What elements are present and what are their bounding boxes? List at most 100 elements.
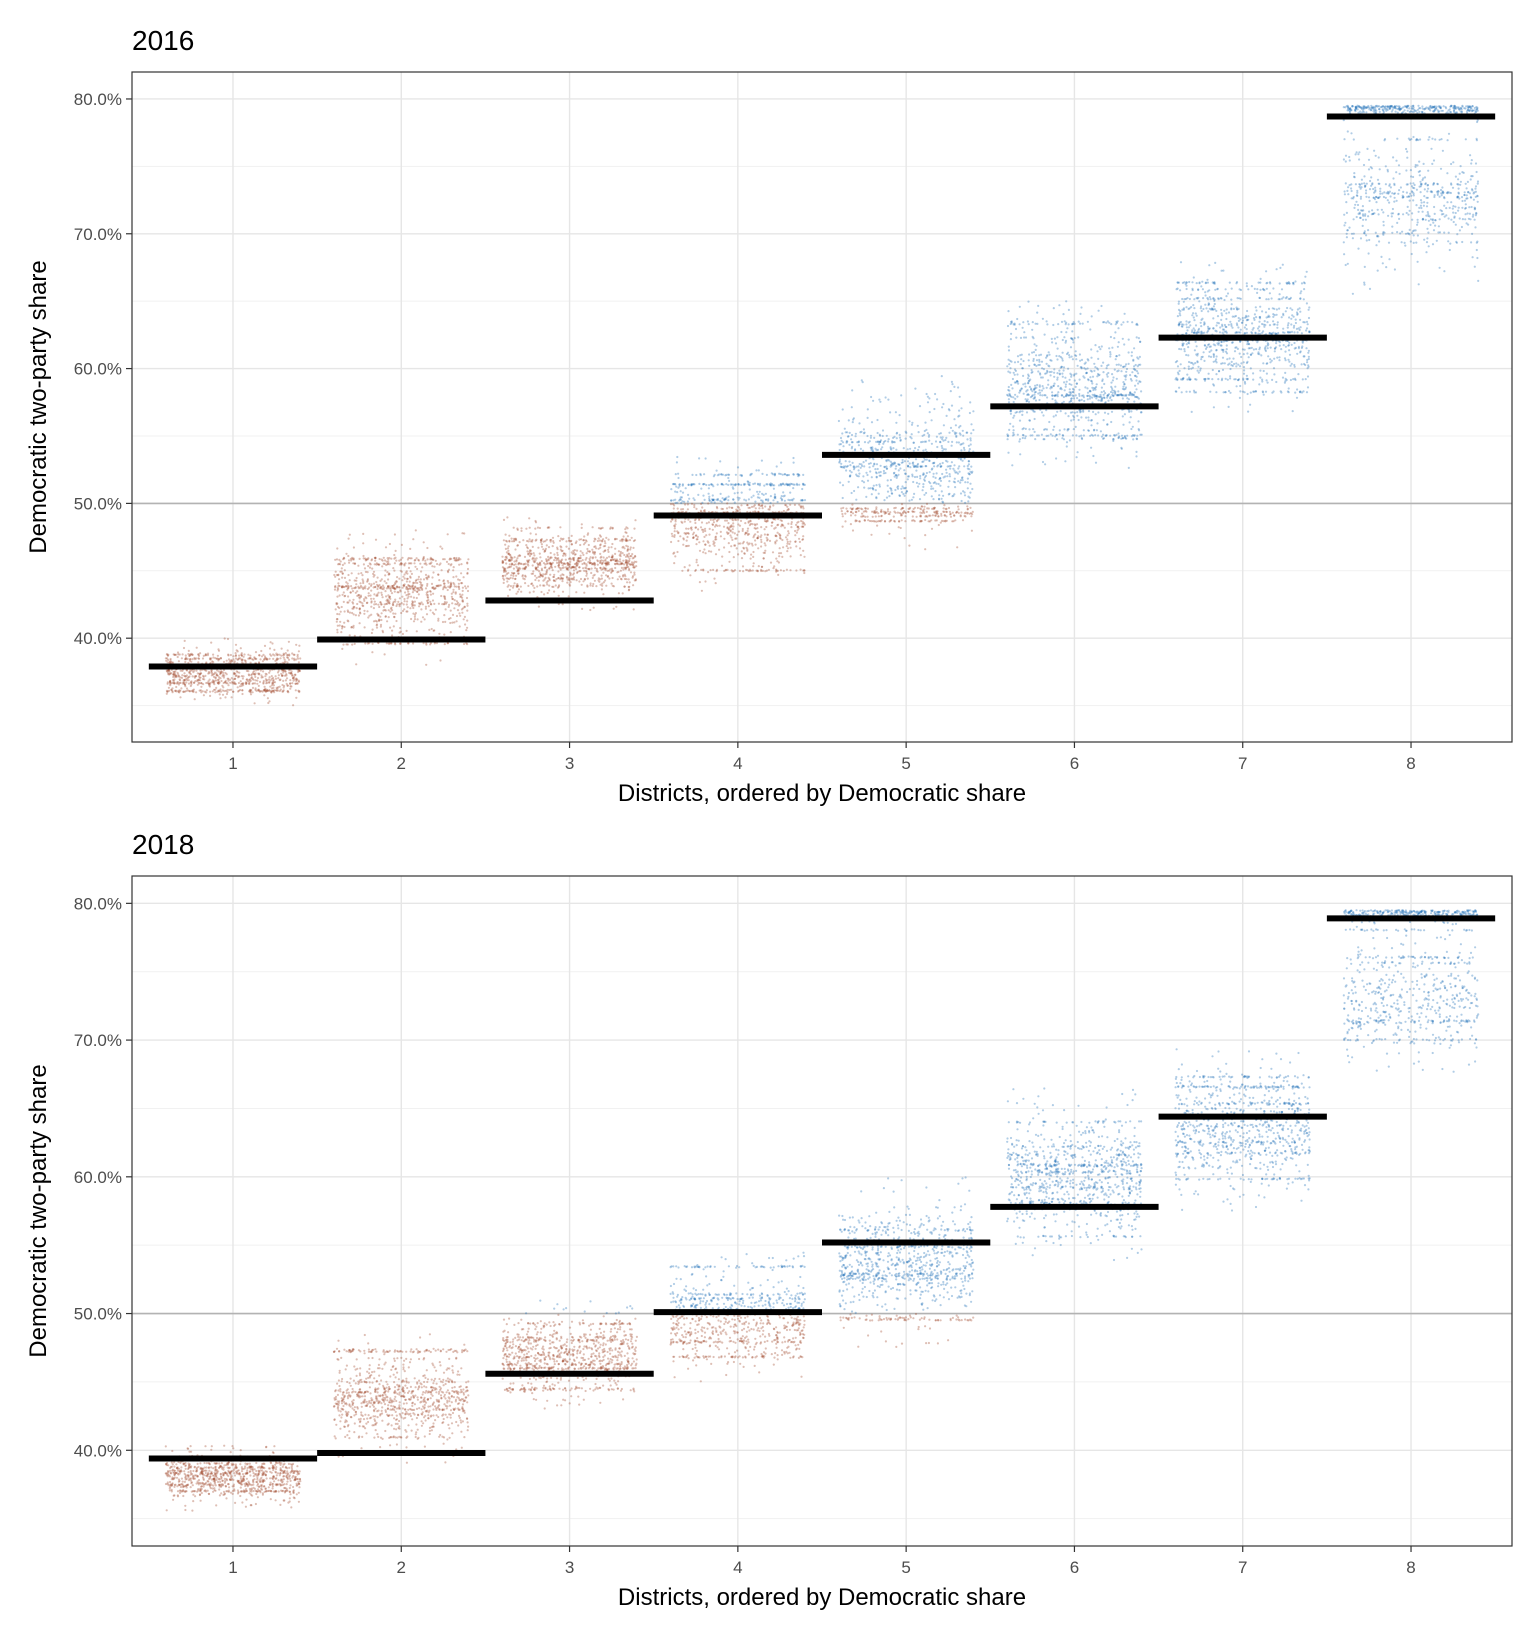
- simulated-point: [889, 465, 892, 468]
- simulated-point: [847, 480, 850, 483]
- simulated-point: [238, 685, 241, 688]
- simulated-point: [278, 689, 281, 693]
- simulated-point: [297, 689, 300, 692]
- simulated-point: [240, 652, 243, 655]
- simulated-point: [169, 680, 172, 683]
- simulated-point: [686, 532, 690, 535]
- simulated-point: [532, 552, 535, 555]
- simulated-point: [947, 506, 951, 510]
- simulated-point: [747, 498, 751, 501]
- simulated-point: [934, 392, 937, 396]
- simulated-point: [703, 498, 706, 501]
- simulated-point: [933, 506, 936, 509]
- simulated-point: [604, 558, 607, 561]
- simulated-point: [777, 523, 780, 526]
- simulated-point: [855, 510, 858, 514]
- simulated-point: [289, 682, 292, 685]
- simulated-point: [254, 688, 257, 691]
- simulated-point: [197, 653, 200, 656]
- simulated-point: [854, 435, 857, 438]
- simulated-point: [409, 547, 412, 551]
- simulated-point: [1122, 381, 1125, 384]
- simulated-point: [921, 473, 925, 476]
- simulated-point: [352, 558, 355, 561]
- simulated-point: [341, 625, 344, 628]
- simulated-point: [951, 440, 954, 443]
- simulated-point: [367, 616, 370, 619]
- simulated-point: [250, 677, 253, 680]
- simulated-point: [715, 538, 718, 541]
- simulated-point: [1064, 412, 1067, 415]
- simulated-point: [607, 546, 610, 549]
- simulated-point: [412, 606, 415, 610]
- simulated-point: [281, 674, 284, 677]
- simulated-point: [753, 482, 757, 485]
- simulated-point: [502, 577, 505, 580]
- simulated-point: [728, 479, 731, 482]
- simulated-point: [712, 475, 716, 478]
- simulated-point: [216, 669, 219, 672]
- simulated-point: [870, 493, 873, 496]
- simulated-point: [898, 433, 901, 436]
- simulated-point: [939, 484, 942, 487]
- simulated-point: [857, 444, 861, 447]
- simulated-point: [334, 585, 337, 588]
- simulated-point: [750, 496, 753, 499]
- simulated-point: [788, 542, 791, 546]
- simulated-point: [724, 569, 727, 572]
- simulated-point: [421, 603, 424, 606]
- simulated-point: [461, 599, 464, 602]
- simulated-point: [425, 613, 429, 616]
- simulated-point: [355, 663, 358, 666]
- simulated-point: [438, 632, 441, 635]
- simulated-point: [1109, 355, 1112, 358]
- simulated-point: [240, 683, 243, 686]
- simulated-point: [942, 424, 946, 427]
- simulated-point: [401, 595, 404, 598]
- simulated-point: [848, 469, 852, 472]
- simulated-point: [917, 485, 920, 488]
- simulated-point: [1100, 391, 1103, 394]
- simulated-point: [174, 676, 177, 679]
- simulated-point: [400, 602, 403, 605]
- simulated-point: [172, 678, 175, 682]
- simulated-point: [731, 506, 734, 509]
- simulated-point: [967, 463, 971, 466]
- simulated-point: [933, 407, 936, 411]
- simulated-point: [894, 467, 897, 470]
- simulated-point: [893, 471, 896, 474]
- simulated-point: [621, 592, 624, 595]
- simulated-point: [932, 472, 935, 475]
- simulated-point: [849, 464, 852, 467]
- simulated-point: [250, 673, 253, 677]
- simulated-point: [716, 507, 719, 510]
- simulated-point: [218, 657, 221, 661]
- simulated-point: [458, 625, 461, 628]
- simulated-point: [690, 483, 693, 486]
- simulated-point: [883, 520, 887, 523]
- simulated-point: [742, 546, 745, 549]
- simulated-point: [917, 431, 920, 434]
- simulated-point: [1054, 414, 1057, 417]
- simulated-point: [294, 689, 297, 692]
- simulated-point: [747, 543, 750, 546]
- simulated-point: [501, 566, 504, 569]
- simulated-point: [673, 527, 676, 530]
- simulated-point: [452, 591, 455, 594]
- simulated-point: [177, 690, 180, 694]
- simulated-point: [939, 465, 942, 468]
- simulated-point: [938, 498, 941, 501]
- simulated-point: [202, 654, 205, 658]
- simulated-point: [515, 592, 518, 595]
- simulated-point: [624, 568, 627, 571]
- simulated-point: [504, 539, 508, 542]
- simulated-point: [234, 652, 237, 655]
- simulated-point: [403, 564, 406, 567]
- simulated-point: [869, 436, 873, 439]
- simulated-point: [377, 585, 380, 588]
- simulated-point: [906, 464, 910, 467]
- simulated-point: [765, 483, 768, 486]
- simulated-point: [419, 603, 422, 606]
- simulated-point: [504, 556, 507, 559]
- simulated-point: [294, 682, 297, 685]
